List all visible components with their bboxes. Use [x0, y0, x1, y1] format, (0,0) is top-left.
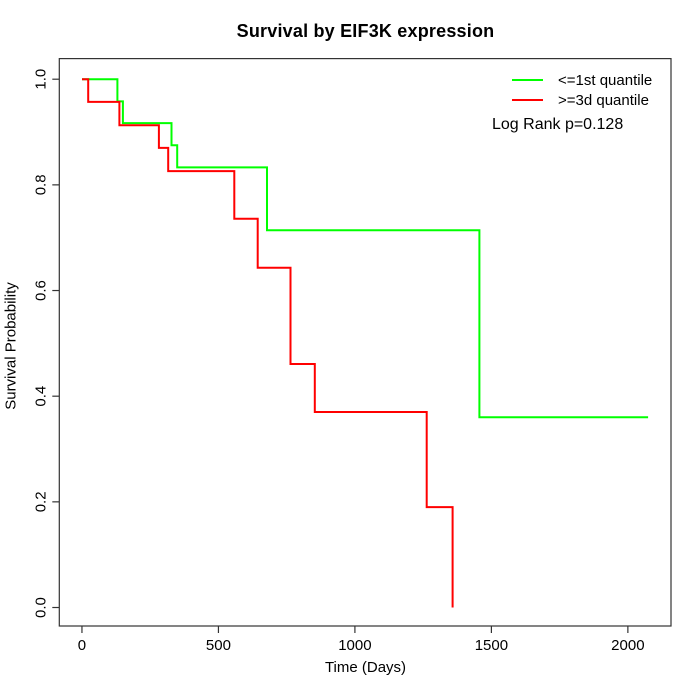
y-axis-label: Survival Probability — [2, 282, 20, 410]
chart-title: Survival by EIF3K expression — [236, 21, 495, 41]
y-tick-label: 0.2 — [32, 491, 49, 512]
legend-line-red-icon — [512, 99, 543, 101]
y-tick-label: 0.0 — [32, 597, 49, 618]
y-tick-label: 0.6 — [32, 280, 49, 301]
legend-line-green-icon — [512, 79, 543, 81]
y-tick-label: 0.4 — [32, 386, 49, 407]
legend-label-first-quantile: <=1st quantile — [558, 71, 653, 89]
legend-entry-first-quantile: <=1st quantile — [492, 70, 652, 90]
y-tick-label: 0.8 — [32, 174, 49, 195]
y-tick-label: 1.0 — [32, 69, 49, 90]
plot-box — [58, 57, 672, 627]
x-tick-label: 0 — [78, 637, 86, 654]
x-tick-label: 2000 — [611, 637, 644, 654]
log-rank-p-value: Log Rank p=0.128 — [492, 116, 624, 133]
curve-third-quantile — [82, 78, 454, 608]
x-tick-label: 1000 — [338, 637, 371, 654]
x-tick-label: 1500 — [475, 637, 508, 654]
x-axis-label: Time (Days) — [324, 659, 407, 676]
legend: <=1st quantile >=3d quantile Log Rank p=… — [492, 70, 652, 134]
legend-entry-third-quantile: >=3d quantile — [492, 90, 652, 110]
legend-label-third-quantile: >=3d quantile — [558, 91, 649, 109]
x-tick-label: 500 — [206, 637, 231, 654]
